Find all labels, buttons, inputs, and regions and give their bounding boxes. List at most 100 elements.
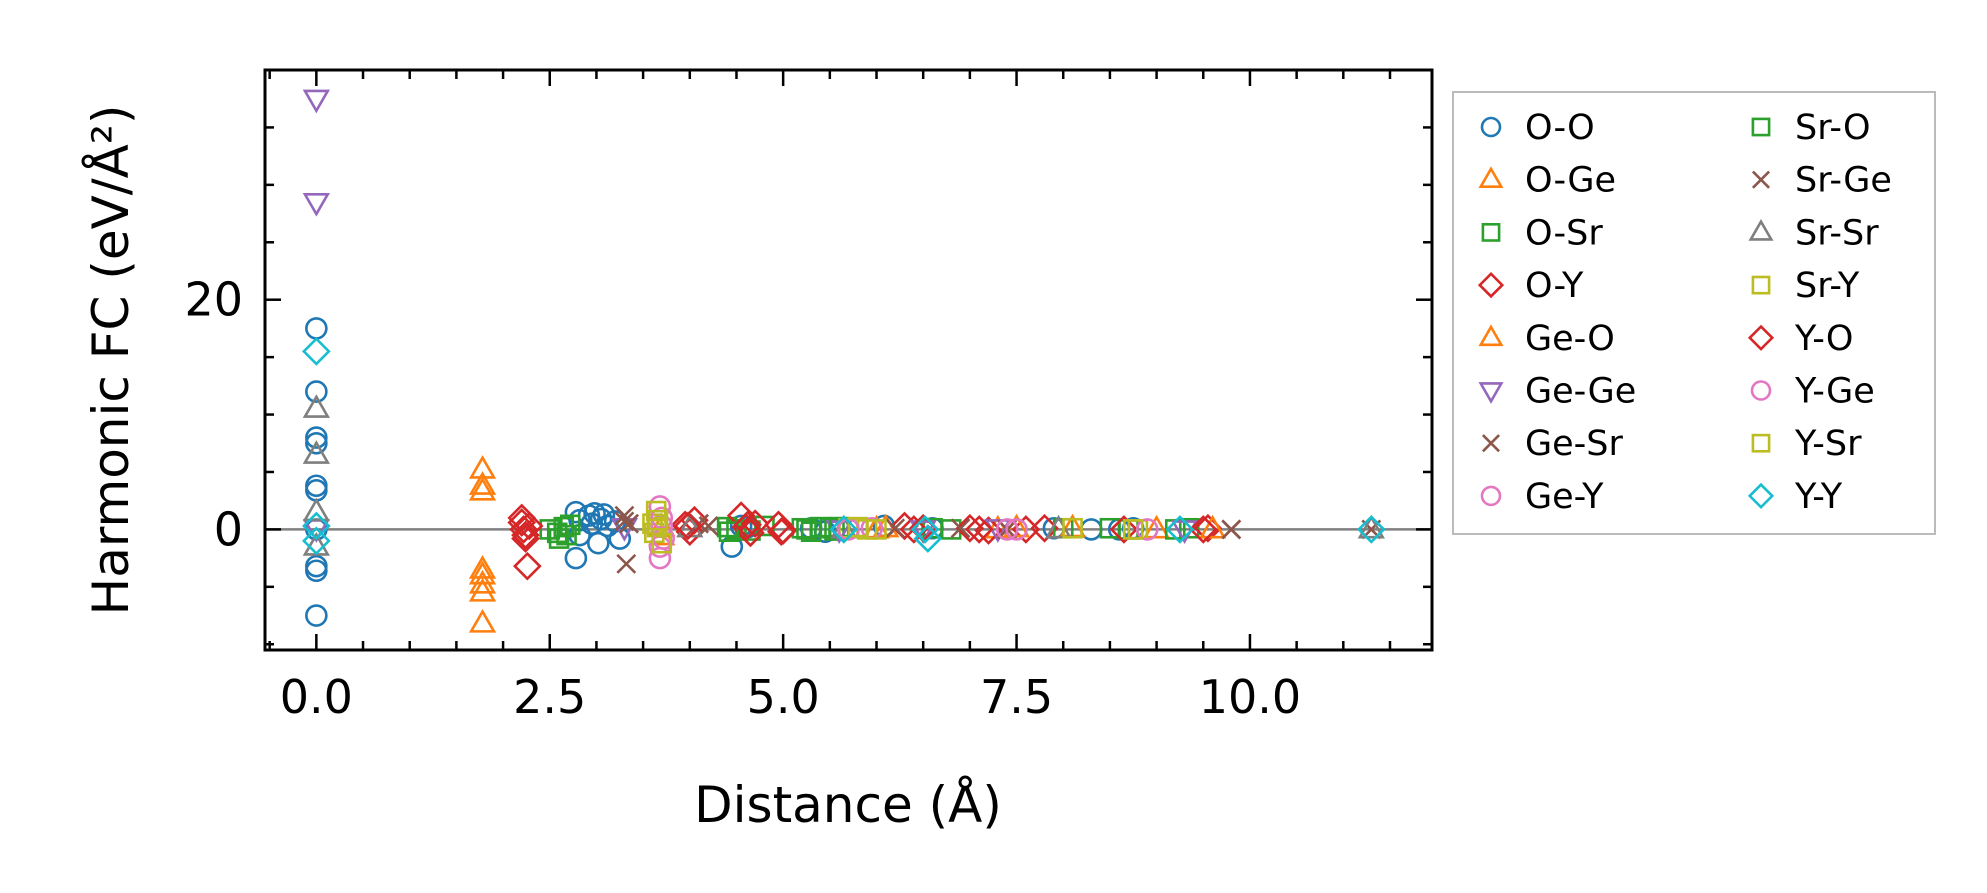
legend-label: O-Y [1525, 266, 1584, 306]
point-o-sr [548, 528, 570, 549]
legend-item: Sr-Y [1751, 266, 1860, 306]
legend-item: Ge-Y [1480, 477, 1604, 517]
legend-marker-ge-o [1478, 324, 1504, 347]
legend-label: Ge-Sr [1525, 424, 1624, 464]
point-o-y [513, 551, 542, 581]
point-ge-y [995, 518, 1019, 541]
point-y-y [302, 526, 331, 556]
legend-label: Sr-Y [1795, 266, 1860, 306]
point-ge-o [1198, 514, 1227, 539]
point-ge-sr [616, 553, 637, 574]
legend-label: Y-Y [1794, 477, 1843, 517]
legend-marker-o-sr [1481, 223, 1501, 242]
point-y-sr [651, 532, 673, 554]
legend-item: O-Y [1477, 266, 1584, 306]
point-y-y [1356, 515, 1386, 544]
series-o-y [507, 501, 1223, 581]
point-sr-sr [302, 497, 330, 522]
point-o-ge [1142, 514, 1171, 539]
x-tick-label: 5.0 [747, 670, 820, 724]
legend-item: Sr-Ge [1751, 161, 1892, 201]
point-y-o [673, 511, 703, 541]
legend-item: O-O [1480, 108, 1595, 148]
point-sr-y [1062, 517, 1083, 539]
point-o-o [305, 604, 328, 627]
point-y-y [302, 511, 331, 541]
point-o-o [583, 502, 606, 525]
plot-frame [263, 68, 1434, 652]
tick-labels: 0.0 2.5 5.0 7.5 10.0 0 20 [184, 273, 1301, 724]
legend-marker-ge-ge [1478, 382, 1504, 404]
point-o-o [589, 507, 613, 531]
point-sr-ge [1221, 519, 1242, 540]
legend-marker-y-o [1747, 324, 1775, 351]
point-o-o [305, 559, 328, 583]
point-y-sr [866, 519, 887, 540]
point-o-y [507, 508, 537, 537]
legend-label: Sr-Sr [1795, 213, 1879, 253]
point-o-o [586, 531, 610, 555]
y-tick-label: 0 [214, 502, 243, 556]
point-sr-sr [302, 394, 330, 418]
point-o-y [511, 520, 540, 550]
y-tick-label: 20 [184, 273, 243, 327]
point-sr-ge [950, 518, 971, 539]
point-o-ge [468, 476, 497, 501]
legend-marker-ge-y [1480, 485, 1502, 507]
point-y-y [910, 515, 940, 544]
legend-label: Ge-Y [1525, 477, 1604, 517]
legend-label: Y-Sr [1794, 424, 1862, 464]
point-o-sr [726, 519, 747, 540]
x-axis-label: Distance (Å) [694, 776, 1002, 834]
point-sr-ge [614, 511, 635, 532]
point-y-sr [1122, 519, 1144, 540]
point-ge-ge [909, 520, 937, 545]
point-o-y [514, 511, 544, 541]
x-tick-label: 0.0 [280, 670, 353, 724]
y-axis-label: Harmonic FC (eV/Å²) [82, 105, 140, 616]
legend-marker-sr-sr [1748, 218, 1774, 241]
point-y-y [829, 515, 859, 544]
point-o-y [899, 515, 929, 544]
legend-item: Ge-O [1478, 319, 1615, 359]
legend-item: Sr-O [1751, 108, 1871, 148]
point-sr-o [546, 522, 568, 544]
point-o-sr [1178, 517, 1200, 539]
point-sr-o [553, 516, 575, 538]
legend-label: Y-O [1794, 319, 1853, 359]
legend-item: Ge-Ge [1478, 372, 1636, 412]
legend-label: Sr-Ge [1795, 161, 1892, 201]
legend-item: O-Sr [1481, 213, 1603, 253]
legend-item: Y-Ge [1750, 372, 1875, 412]
point-o-ge [468, 471, 497, 495]
point-y-o [511, 524, 540, 553]
legend-item: Y-Sr [1751, 424, 1862, 464]
point-o-o [305, 380, 328, 403]
point-o-y [1109, 515, 1139, 544]
legend-frame [1452, 91, 1936, 535]
legend-marker-sr-y [1751, 275, 1771, 295]
plot-area-background [265, 70, 1432, 650]
legend-label: O-Ge [1525, 161, 1616, 201]
legend-marker-y-sr [1751, 433, 1771, 453]
x-tick-label: 7.5 [980, 670, 1053, 724]
legend-label: O-O [1525, 108, 1595, 148]
point-y-sr [647, 509, 669, 531]
legend-marker-sr-ge [1751, 170, 1771, 189]
point-o-y [955, 513, 985, 543]
point-y-o [964, 515, 994, 544]
point-o-ge [468, 554, 497, 579]
x-tick-label: 10.0 [1199, 670, 1301, 724]
legend-label: Ge-O [1525, 319, 1615, 359]
point-y-ge [1005, 518, 1028, 541]
point-ge-sr [619, 513, 640, 534]
legend-item: Ge-Sr [1481, 424, 1624, 464]
point-ge-o [468, 577, 497, 602]
point-y-o [766, 517, 796, 547]
legend-label: Ge-Ge [1525, 372, 1636, 412]
point-o-o [305, 431, 328, 455]
point-o-y [1030, 513, 1059, 543]
series-y-sr [645, 500, 1144, 554]
point-y-y [913, 524, 943, 553]
